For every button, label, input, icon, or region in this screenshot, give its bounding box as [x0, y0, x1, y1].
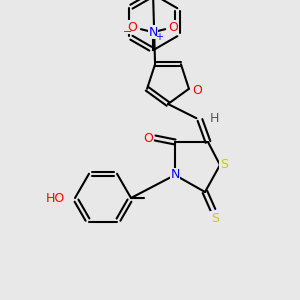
Text: N: N [148, 26, 158, 39]
Text: N: N [170, 169, 180, 182]
Text: +: + [155, 32, 163, 42]
Text: S: S [220, 158, 228, 172]
Text: H: H [209, 112, 219, 124]
Text: O: O [127, 21, 137, 34]
Text: O: O [192, 84, 202, 97]
Text: O: O [143, 131, 153, 145]
Text: −: − [122, 27, 132, 37]
Text: O: O [168, 21, 178, 34]
Text: HO: HO [46, 191, 65, 205]
Text: S: S [211, 212, 219, 224]
